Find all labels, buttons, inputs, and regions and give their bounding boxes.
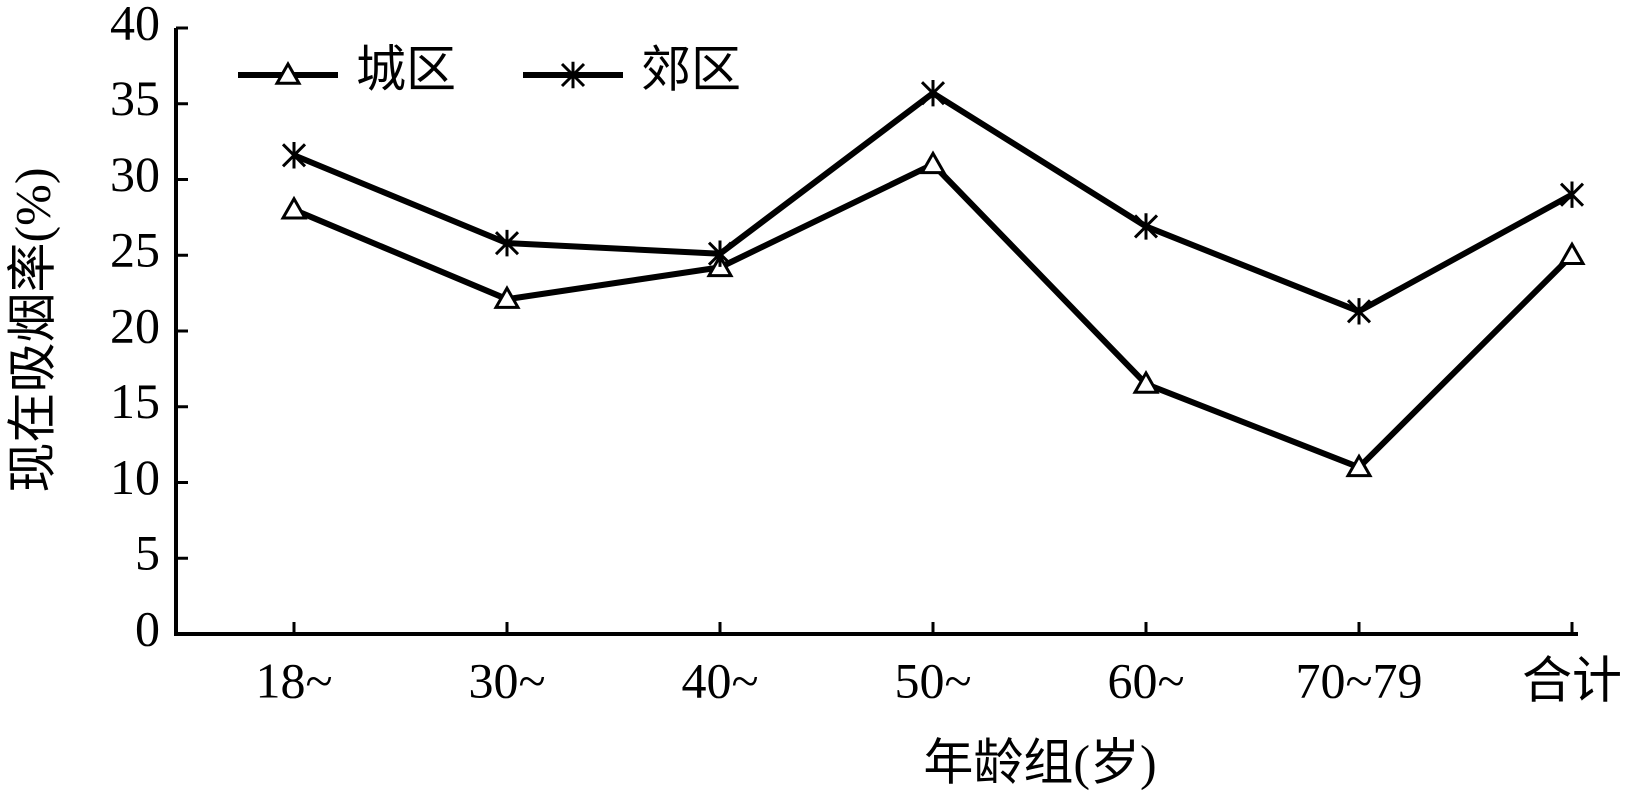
- x-tick-label: 合计: [1522, 652, 1622, 708]
- y-axis-title: 现在吸烟率(%): [4, 168, 60, 493]
- marker: [560, 61, 586, 89]
- legend-label: 城区: [356, 41, 456, 97]
- marker: [274, 60, 302, 85]
- series-line: [292, 90, 1574, 315]
- x-tick-label: 70~79: [1295, 652, 1422, 708]
- marker: [1558, 241, 1586, 265]
- y-tick-label: 15: [110, 373, 160, 429]
- marker: [280, 195, 308, 220]
- marker: [1346, 298, 1372, 325]
- marker: [1133, 213, 1159, 240]
- series-line: [292, 161, 1575, 471]
- marker: [493, 285, 521, 309]
- y-tick-label: 30: [110, 146, 160, 202]
- x-tick-label: 60~: [1107, 652, 1184, 708]
- marker: [1559, 181, 1585, 208]
- marker: [920, 79, 946, 107]
- y-tick-label: 35: [110, 70, 160, 126]
- y-tick-label: 25: [110, 222, 160, 278]
- x-tick-label: 50~: [894, 652, 971, 708]
- x-tick-label: 18~: [255, 652, 332, 708]
- y-tick-label: 40: [110, 0, 160, 50]
- x-axis-title: 年龄组(岁): [923, 734, 1156, 790]
- marker: [1345, 453, 1373, 478]
- marker: [494, 229, 520, 257]
- marker: [1132, 370, 1160, 394]
- marker: [919, 150, 947, 175]
- y-tick-label: 0: [135, 600, 160, 656]
- y-tick-label: 5: [135, 525, 160, 581]
- y-tick-label: 10: [110, 449, 160, 505]
- legend-label: 郊区: [641, 41, 741, 97]
- x-tick-label: 40~: [681, 652, 758, 708]
- marker: [281, 142, 307, 169]
- marker: [707, 240, 733, 267]
- y-tick-label: 20: [110, 297, 160, 353]
- x-tick-label: 30~: [468, 652, 545, 708]
